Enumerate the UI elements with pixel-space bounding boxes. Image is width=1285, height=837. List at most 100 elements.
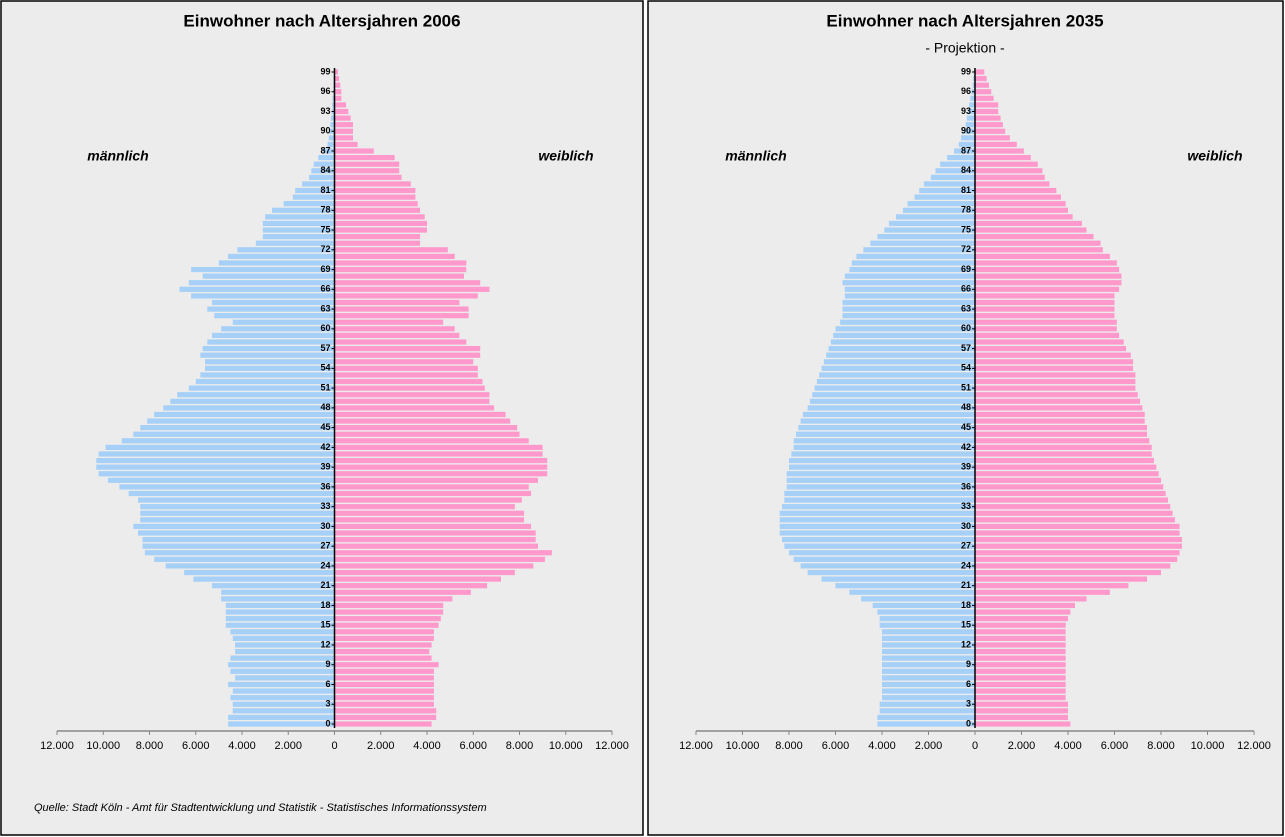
bar	[96, 464, 335, 470]
age-label: 12	[320, 639, 330, 649]
bar	[789, 457, 975, 464]
age-label: 69	[320, 264, 330, 274]
bar	[228, 681, 335, 688]
bar	[202, 345, 335, 352]
bar	[958, 141, 975, 148]
bar	[334, 655, 432, 661]
x-tick-label: 12.000	[679, 740, 713, 752]
bar	[975, 688, 1066, 694]
bar	[882, 642, 975, 648]
bar	[207, 339, 335, 345]
bar	[844, 286, 975, 292]
bar	[98, 451, 335, 457]
bar	[331, 115, 335, 121]
bar	[232, 701, 335, 707]
age-label: 3	[325, 699, 330, 709]
bar	[975, 247, 1103, 253]
bar	[230, 629, 335, 635]
bar	[334, 517, 525, 523]
bar	[96, 457, 335, 464]
bar	[334, 405, 495, 411]
bar	[975, 563, 1171, 569]
bar	[975, 681, 1066, 688]
bar	[221, 326, 335, 332]
bar	[975, 201, 1066, 207]
bar	[225, 622, 335, 628]
bar	[975, 550, 1180, 556]
bar	[975, 214, 1073, 220]
bar	[975, 629, 1066, 635]
bar	[975, 75, 987, 82]
bar	[786, 471, 975, 477]
bar	[144, 550, 335, 556]
bar	[809, 398, 975, 404]
bar	[975, 174, 1045, 180]
bar	[230, 668, 335, 674]
x-tick-label: 12.000	[40, 740, 74, 752]
x-tick-label: 6.000	[1101, 740, 1129, 752]
bar	[975, 536, 1182, 543]
x-tick-label: 10.000	[86, 740, 120, 752]
bar	[879, 616, 975, 622]
bar	[975, 405, 1143, 411]
bar	[882, 688, 975, 694]
bar	[975, 293, 1115, 299]
bar	[334, 141, 358, 148]
bar	[975, 622, 1066, 628]
legend-label: männlich	[87, 148, 148, 164]
bar	[202, 273, 335, 279]
age-label: 48	[961, 402, 971, 412]
bar	[334, 201, 418, 207]
bar	[882, 695, 975, 701]
bar	[177, 392, 335, 398]
bar	[975, 602, 1075, 609]
bar	[914, 194, 975, 200]
age-label: 78	[320, 205, 330, 215]
bar	[191, 266, 335, 273]
bar	[975, 280, 1122, 286]
bar	[334, 385, 485, 391]
age-label: 12	[961, 639, 971, 649]
bar	[334, 161, 400, 167]
age-label: 81	[961, 185, 971, 195]
bar	[265, 214, 335, 220]
bar	[975, 181, 1050, 187]
bar	[973, 75, 975, 82]
bar	[200, 352, 335, 358]
bar	[313, 161, 335, 167]
bar	[975, 444, 1152, 450]
bar	[975, 385, 1136, 391]
bar	[975, 306, 1115, 312]
bar	[334, 75, 340, 82]
age-label: 66	[961, 284, 971, 294]
bar	[975, 260, 1117, 266]
bar	[334, 352, 481, 358]
bar	[975, 339, 1124, 345]
chart-subtitle: - Projektion -	[925, 40, 1005, 56]
bar	[975, 266, 1120, 273]
bar	[334, 286, 490, 292]
x-tick-label: 4.000	[868, 740, 896, 752]
bar	[975, 220, 1082, 227]
x-tick-label: 2.000	[274, 740, 302, 752]
bar	[218, 260, 335, 266]
bar	[975, 556, 1178, 562]
bar	[334, 550, 552, 556]
bar	[782, 536, 975, 543]
age-label: 33	[320, 501, 330, 511]
bar	[318, 155, 335, 161]
bar	[334, 681, 434, 688]
age-label: 75	[320, 224, 330, 234]
bar	[975, 675, 1066, 681]
bar	[334, 596, 453, 602]
bar	[970, 95, 975, 101]
bar	[975, 635, 1066, 641]
bar	[975, 662, 1066, 668]
age-label: 30	[961, 521, 971, 531]
x-tick-label: 2.000	[367, 740, 395, 752]
bar	[214, 313, 335, 319]
age-label: 9	[325, 659, 330, 669]
bar	[863, 247, 975, 253]
bar	[334, 497, 522, 503]
bar	[334, 398, 490, 404]
